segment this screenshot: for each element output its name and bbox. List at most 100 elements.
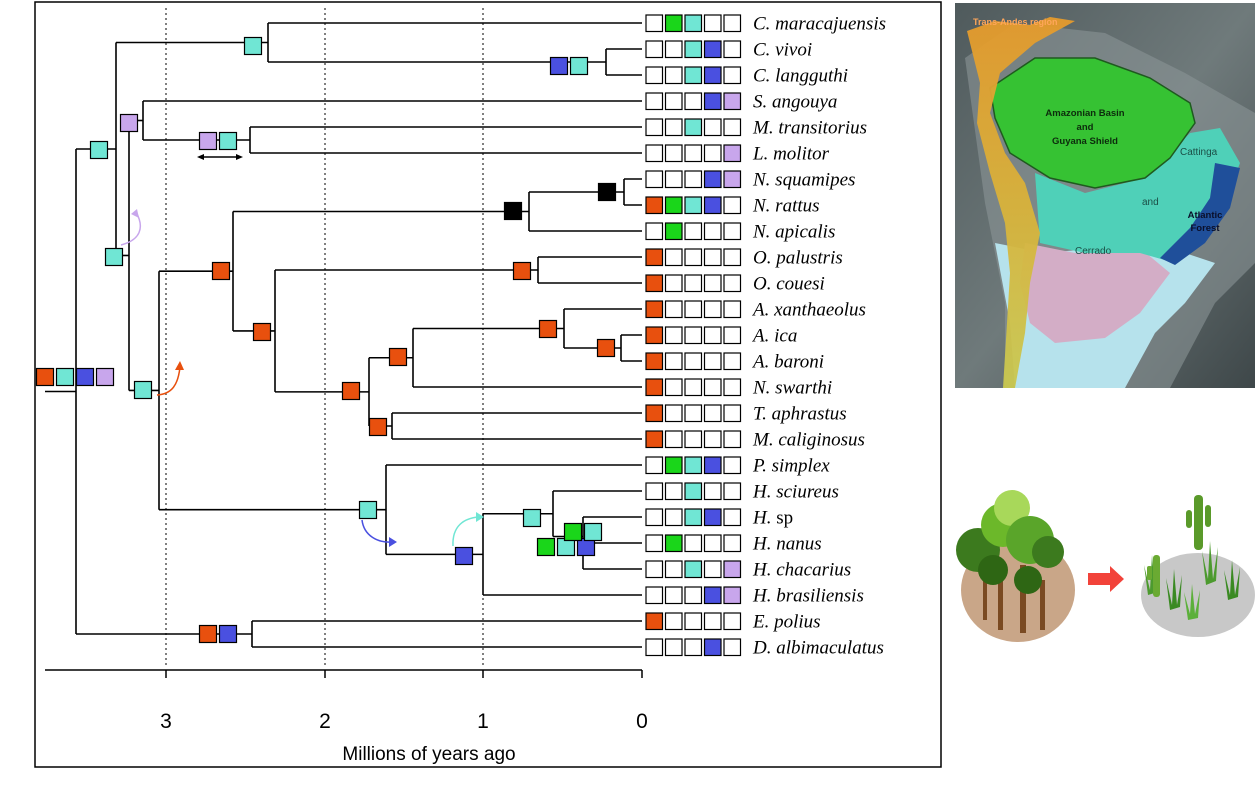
state-box bbox=[723, 14, 742, 33]
state-box bbox=[664, 508, 683, 527]
state-box bbox=[664, 92, 683, 111]
phylogeny-svg: C. maracajuensis C. vivoi C. langguthi S. a… bbox=[34, 1, 942, 768]
state-box bbox=[664, 248, 683, 267]
arrow-cerrado-head bbox=[476, 512, 484, 522]
state-box bbox=[703, 638, 722, 657]
map-label-and: and bbox=[1142, 197, 1159, 208]
tip-a_xanthaeolus: A. xanthaeolus bbox=[645, 300, 866, 321]
taxon-label: N. apicalis bbox=[752, 222, 835, 243]
state-box bbox=[684, 118, 703, 137]
amazon-region bbox=[989, 57, 1196, 189]
state-box bbox=[723, 352, 742, 371]
taxon-label: N. squamipes bbox=[752, 170, 855, 191]
tick-label-0: 0 bbox=[636, 710, 648, 733]
tree-branches bbox=[45, 22, 642, 648]
taxon-label: P. simplex bbox=[752, 456, 830, 477]
arrow-trans-andes-head bbox=[175, 361, 184, 370]
cactus-arm bbox=[1205, 505, 1211, 527]
ancestral-state-square bbox=[35, 367, 55, 387]
phylogeny-panel: C. maracajuensis C. vivoi C. langguthi S. a… bbox=[34, 1, 942, 768]
state-box bbox=[664, 326, 683, 345]
taxon-label: E. polius bbox=[752, 612, 821, 633]
ancestral-state-square bbox=[211, 261, 231, 281]
tip-d_albimaculatus: D. albimaculatus bbox=[645, 638, 884, 659]
state-box bbox=[664, 14, 683, 33]
state-box bbox=[723, 638, 742, 657]
taxon-label: T. aphrastus bbox=[753, 404, 847, 425]
arrow-atlantic-head bbox=[389, 537, 397, 547]
state-box bbox=[684, 638, 703, 657]
habitat-transition-illustration bbox=[956, 490, 1255, 642]
ancestral-state-square bbox=[218, 624, 238, 644]
state-box bbox=[684, 378, 703, 397]
tree-crown bbox=[1014, 566, 1042, 594]
forest-illustration bbox=[956, 490, 1075, 642]
state-box bbox=[645, 508, 664, 527]
state-box bbox=[723, 92, 742, 111]
ancestral-state-square bbox=[119, 113, 139, 133]
map-label-amazon-line2: and bbox=[1077, 122, 1094, 133]
ancestral-state-square bbox=[596, 338, 616, 358]
map-label-amazon-line3: Guyana Shield bbox=[1052, 136, 1118, 147]
state-box bbox=[684, 170, 703, 189]
map-label-atlantic-line2: Forest bbox=[1190, 223, 1220, 234]
state-box bbox=[684, 196, 703, 215]
state-box bbox=[723, 40, 742, 59]
state-box bbox=[645, 66, 664, 85]
state-box bbox=[723, 456, 742, 475]
ancestral-state-square bbox=[536, 537, 556, 557]
state-box bbox=[703, 560, 722, 579]
state-box bbox=[645, 326, 664, 345]
transition-arrow bbox=[1088, 566, 1124, 592]
state-box bbox=[684, 586, 703, 605]
arrow-atlantic bbox=[361, 519, 393, 543]
state-box bbox=[684, 92, 703, 111]
ancestral-state-square bbox=[55, 367, 75, 387]
tree-crown bbox=[978, 555, 1008, 585]
state-box bbox=[703, 196, 722, 215]
tip-c_langguthi: C. langguthi bbox=[645, 66, 848, 87]
cactus-icon bbox=[1153, 555, 1160, 597]
state-box bbox=[703, 508, 722, 527]
tip-n_swarthi: N. swarthi bbox=[645, 378, 832, 399]
state-box bbox=[664, 404, 683, 423]
taxon-label: A. xanthaeolus bbox=[751, 300, 866, 321]
ancestral-state-square bbox=[563, 522, 583, 542]
state-box bbox=[723, 378, 742, 397]
ancestral-state-square bbox=[133, 380, 153, 400]
taxon-label: D. albimaculatus bbox=[752, 638, 884, 659]
tip-a_ica: A. ica bbox=[645, 326, 797, 347]
tip-o_couesi: O. couesi bbox=[645, 274, 825, 295]
state-box bbox=[645, 144, 664, 163]
ancestral-state-square bbox=[538, 319, 558, 339]
taxon-label: N. rattus bbox=[752, 196, 820, 217]
ancestral-state-square bbox=[549, 56, 569, 76]
state-box bbox=[684, 222, 703, 241]
state-box bbox=[703, 586, 722, 605]
state-box bbox=[664, 66, 683, 85]
cactus-icon bbox=[1194, 495, 1203, 550]
state-box bbox=[664, 534, 683, 553]
state-box bbox=[684, 300, 703, 319]
state-box bbox=[664, 118, 683, 137]
state-box bbox=[645, 14, 664, 33]
ancestral-state-square bbox=[512, 261, 532, 281]
ancestral-state-square bbox=[198, 131, 218, 151]
state-box bbox=[664, 170, 683, 189]
state-box bbox=[703, 430, 722, 449]
tip-t_aphrastus: T. aphrastus bbox=[645, 404, 847, 425]
taxon-label-genus: H. bbox=[752, 508, 776, 529]
state-box bbox=[664, 560, 683, 579]
state-box bbox=[664, 378, 683, 397]
ancestral-state-square bbox=[454, 546, 474, 566]
ancestral-state-markers bbox=[35, 36, 617, 644]
state-box bbox=[664, 586, 683, 605]
tip-h_brasiliensis: H. brasiliensis bbox=[645, 586, 864, 607]
chaco-region bbox=[1020, 243, 1170, 343]
panel-frame bbox=[34, 1, 942, 768]
state-box bbox=[645, 534, 664, 553]
state-box bbox=[645, 586, 664, 605]
tree-trunk bbox=[1020, 565, 1026, 633]
state-box bbox=[703, 40, 722, 59]
atlantic-forest-region bbox=[1160, 163, 1240, 265]
